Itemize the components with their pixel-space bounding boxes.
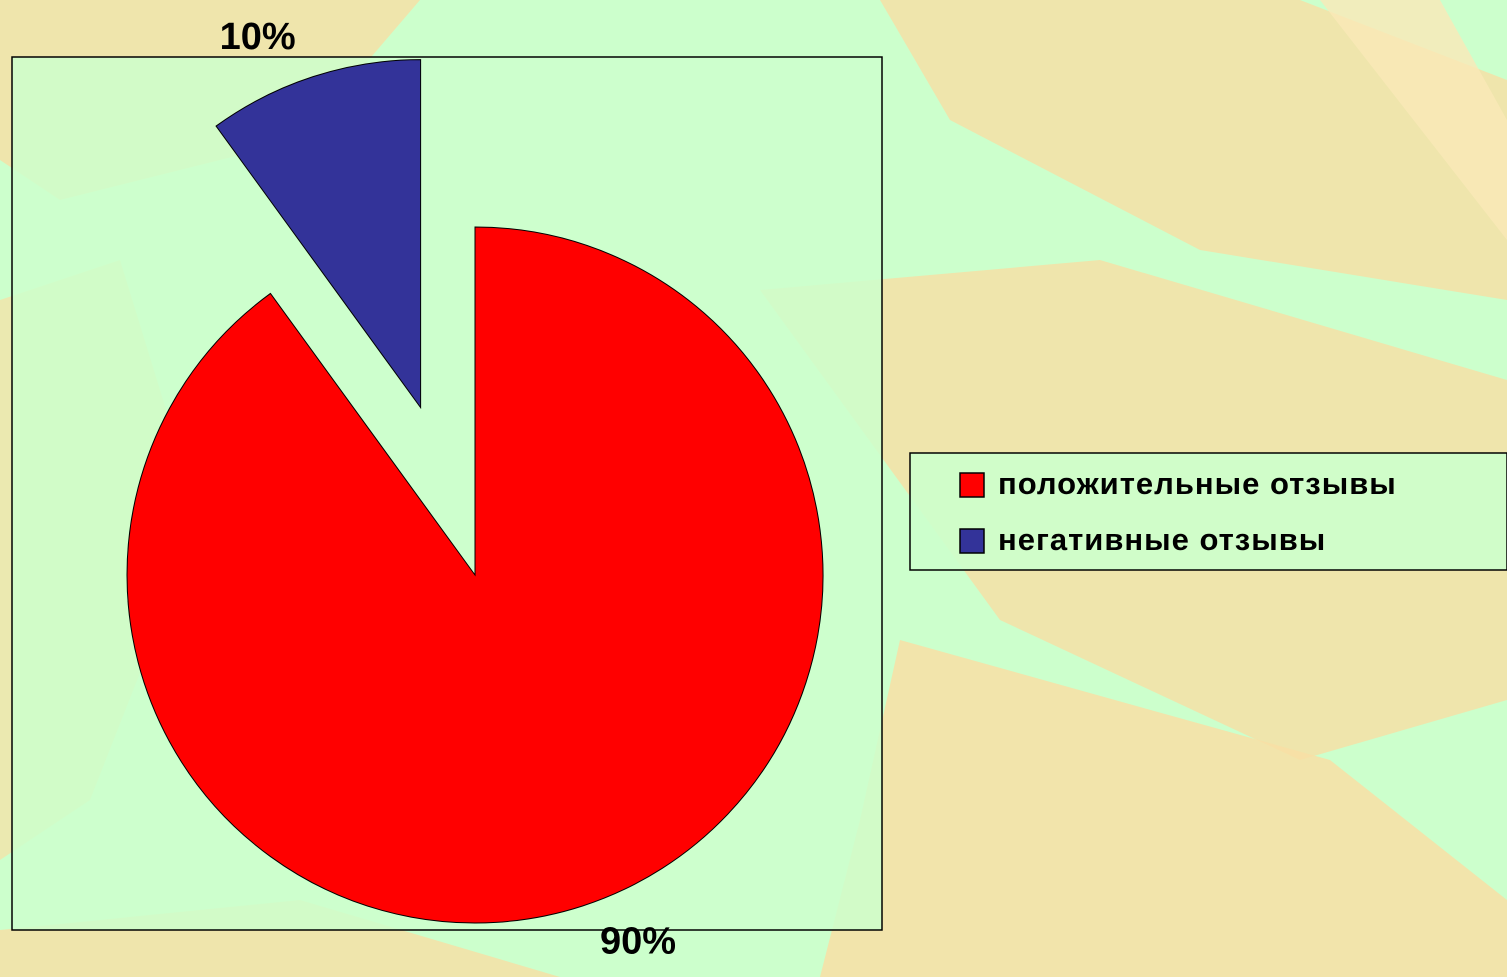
data-label: 90%: [600, 921, 676, 963]
legend-label: негативные отзывы: [998, 522, 1326, 557]
legend-label: положительные отзывы: [998, 466, 1397, 501]
pie-slice: [215, 59, 422, 410]
legend-swatch: [959, 528, 985, 554]
data-label: 10%: [220, 16, 296, 58]
legend: [909, 452, 1507, 571]
legend-swatch: [959, 472, 985, 498]
pie-slice: [126, 226, 824, 924]
